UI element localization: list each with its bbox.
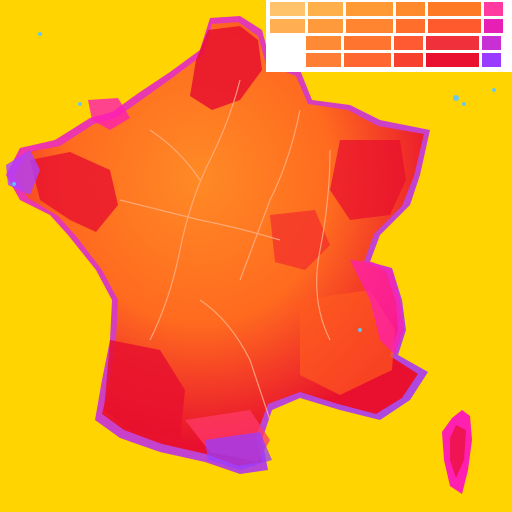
coast-speckle-icon	[12, 32, 496, 332]
hot-zone-southwest	[104, 340, 185, 440]
hot-zone-north	[190, 26, 262, 110]
rivers	[119, 79, 331, 421]
legend-grid	[266, 0, 512, 72]
hot-zone-east	[330, 140, 406, 220]
legend-swatch	[394, 36, 423, 50]
edge-northeast	[350, 260, 404, 355]
legend-swatch	[308, 19, 343, 33]
legend-swatch	[396, 19, 425, 33]
legend-swatch	[426, 53, 479, 67]
legend-swatch	[482, 53, 501, 67]
warm-zone-southeast	[300, 290, 395, 395]
hot-zone-center	[270, 210, 330, 270]
legend-swatch	[428, 2, 481, 16]
legend-swatch	[426, 36, 479, 50]
edge-normandy	[88, 98, 130, 130]
legend-swatch	[308, 2, 343, 16]
hot-zone-brittany	[30, 152, 118, 232]
legend-swatch	[346, 2, 393, 16]
legend-swatch	[396, 2, 425, 16]
edge-pyrenees	[205, 432, 272, 470]
legend-swatch	[428, 19, 481, 33]
legend-swatch	[346, 19, 393, 33]
corsica-core	[450, 425, 466, 478]
legend-swatch	[306, 53, 341, 67]
legend-swatch	[344, 36, 391, 50]
legend-swatch	[394, 53, 423, 67]
legend-swatch	[344, 53, 391, 67]
legend-swatch	[306, 36, 341, 50]
legend-swatch	[270, 19, 305, 33]
legend-swatch	[484, 2, 503, 16]
legend-swatch	[484, 19, 503, 33]
legend-swatch	[482, 36, 501, 50]
legend-swatch	[270, 2, 305, 16]
